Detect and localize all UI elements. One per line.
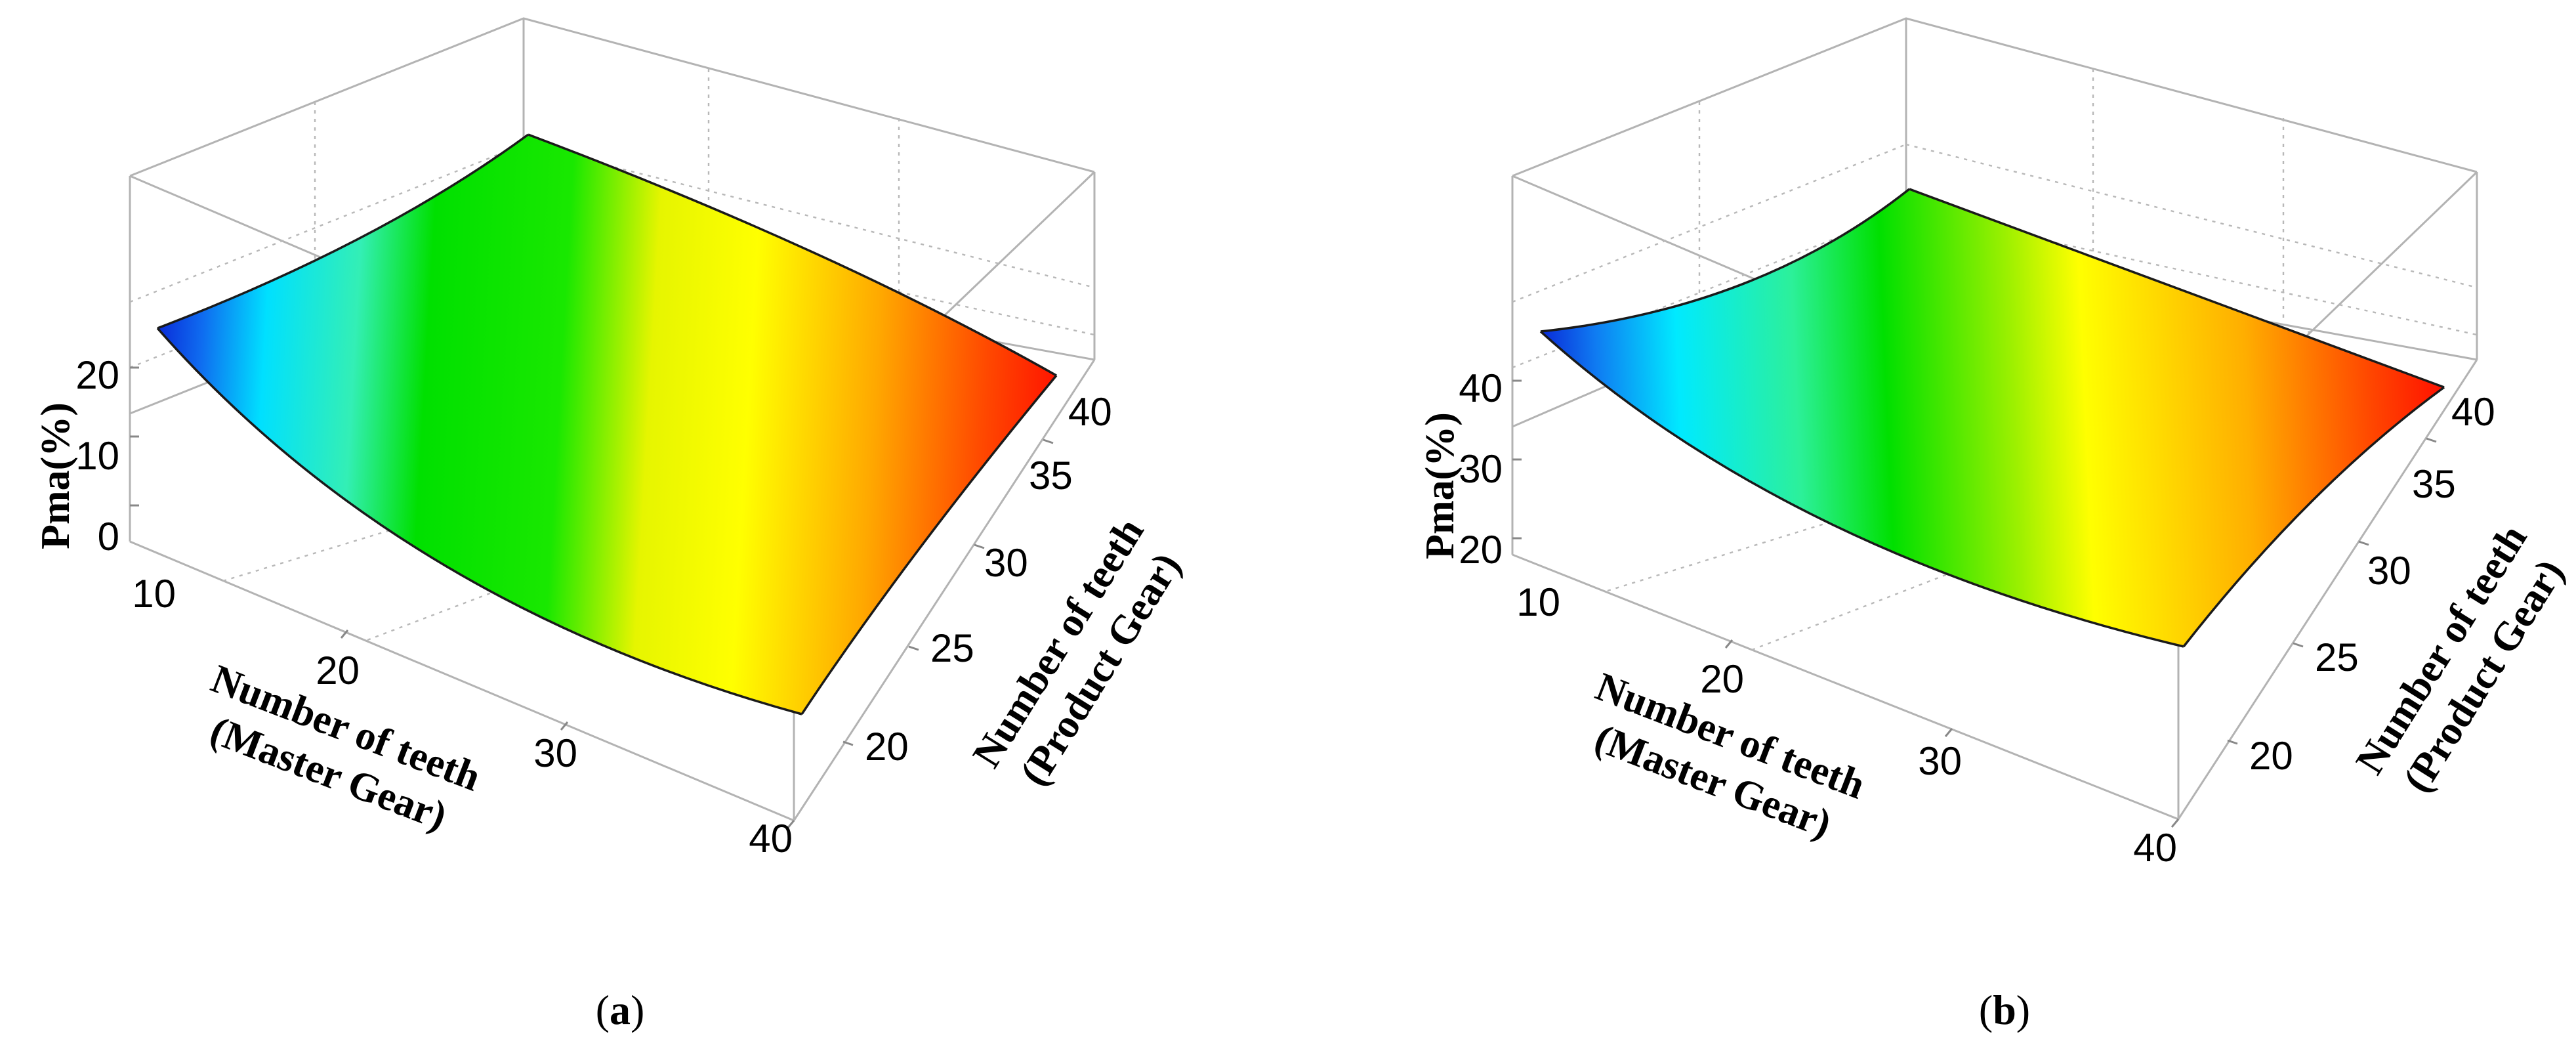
panel-b-tick-marks <box>1512 379 2437 828</box>
panel-b-surface <box>1539 188 2445 648</box>
panel-b-z-tick-0: 20 <box>1459 528 1503 572</box>
panel-a-y-tick-4: 40 <box>1068 390 1112 434</box>
panel-a-tick-marks <box>130 366 1054 829</box>
panel-a-z-tick-0: 0 <box>98 515 119 559</box>
panel-b-letter: (b) <box>1979 987 2030 1033</box>
panel-b-x-tick-2: 30 <box>1918 739 1962 783</box>
panel-a-letter: (a) <box>596 987 645 1033</box>
panel-b-y-tick-4: 40 <box>2451 390 2495 434</box>
panel-b-x-tick-1: 20 <box>1700 657 1744 701</box>
panel-a-x-tick-0: 10 <box>132 572 176 616</box>
panel-a: 0 10 20 10 20 30 40 20 25 30 35 40 Pma(%… <box>33 17 1190 1033</box>
panel-a-z-tick-1: 10 <box>75 434 119 478</box>
panel-b-y-tick-3: 35 <box>2412 462 2456 506</box>
panel-b-x-tick-0: 10 <box>1516 580 1560 624</box>
panel-a-y-tick-3: 35 <box>1029 454 1073 498</box>
panel-b-y-tick-2: 30 <box>2367 549 2411 593</box>
panel-a-y-tick-2: 30 <box>984 541 1028 585</box>
panel-a-x-tick-2: 30 <box>533 731 577 775</box>
panel-b-y-tick-0: 20 <box>2249 734 2293 778</box>
panel-b-x-tick-3: 40 <box>2133 826 2177 870</box>
panel-a-z-label: Pma(%) <box>33 402 78 549</box>
panel-b-z-tick-1: 30 <box>1459 447 1503 491</box>
panel-a-x-tick-3: 40 <box>749 817 793 861</box>
panel-a-y-tick-1: 25 <box>930 626 974 670</box>
panel-a-x-tick-1: 20 <box>316 649 360 693</box>
panel-b-z-label: Pma(%) <box>1418 412 1463 559</box>
panel-b-z-tick-2: 40 <box>1459 366 1503 410</box>
panel-b: 20 30 40 10 20 30 40 20 25 30 35 40 Pma(… <box>1418 17 2573 1033</box>
panel-a-y-tick-0: 20 <box>865 725 909 769</box>
panel-b-y-tick-1: 25 <box>2315 635 2359 679</box>
panel-a-z-tick-2: 20 <box>75 353 119 397</box>
panel-a-surface <box>156 133 1058 715</box>
